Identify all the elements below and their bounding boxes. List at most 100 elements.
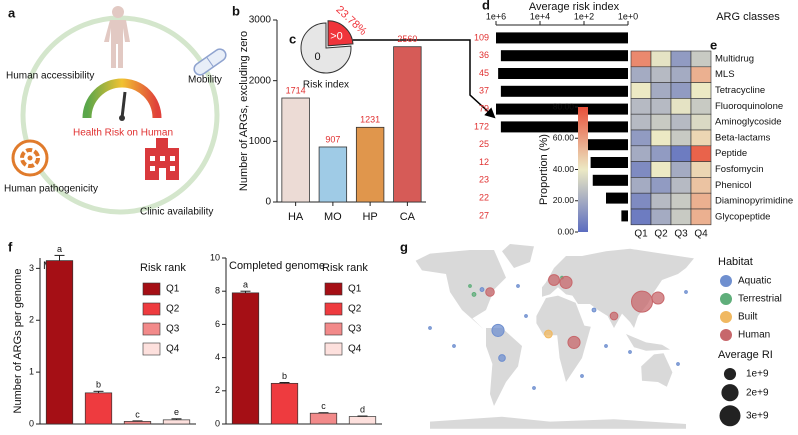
y-tick-label: 0: [215, 418, 220, 428]
bar: [84, 392, 113, 425]
value-label: 907: [325, 134, 340, 144]
heat-cell: [630, 145, 652, 162]
bar: [606, 192, 628, 204]
significance-letter: b: [282, 371, 287, 381]
column-label: Q4: [694, 228, 708, 239]
land: [486, 328, 522, 406]
pie-slice: [300, 22, 352, 74]
heat-cell: [630, 82, 652, 99]
count-label: 36: [479, 50, 489, 60]
row-label: Aminoglycoside: [715, 117, 782, 128]
y-tick-label: 8: [215, 286, 220, 296]
heat-cell: [690, 192, 712, 210]
y-tick-label: 10: [210, 252, 220, 262]
y-tick-label: 3000: [249, 15, 272, 26]
hospital-icon: [145, 138, 179, 180]
x-tick-label: 1e+4: [530, 11, 550, 21]
value-label: 1714: [286, 85, 306, 95]
column-label: Q2: [654, 228, 668, 239]
bar: [496, 103, 628, 115]
legend-swatch: [324, 302, 343, 316]
legend-label: Terrestrial: [738, 294, 782, 305]
significance-letter: c: [135, 409, 140, 419]
heat-cell: [670, 192, 692, 210]
bubble: [428, 326, 432, 330]
heat-cell: [630, 161, 652, 178]
pie-slice: [327, 20, 354, 47]
bar: [498, 68, 628, 79]
count-label: 23: [479, 175, 489, 185]
bar: [500, 121, 628, 133]
y-tick-label: 4: [215, 352, 220, 362]
count-label: 79: [479, 103, 489, 113]
colorbar-tick-label: 80.00: [553, 101, 575, 111]
panel-label: b: [232, 3, 240, 18]
size-legend-label: 1e+9: [746, 369, 769, 380]
heat-cell: [670, 208, 692, 226]
land: [641, 353, 673, 387]
heat-cell: [670, 145, 692, 162]
row-label: Peptide: [715, 148, 747, 159]
colorbar-tick-label: 20.00: [553, 195, 575, 205]
bar: [348, 416, 377, 425]
legend-swatch: [142, 322, 161, 336]
count-label: 172: [474, 121, 489, 131]
panel-label: e: [710, 37, 717, 52]
legend-swatch: [720, 293, 732, 305]
legend-label: Q4: [166, 344, 180, 355]
row-label: Beta-lactams: [715, 132, 771, 143]
x-tick-label: HA: [288, 211, 304, 223]
heat-cell: [650, 129, 672, 147]
size-legend-label: 3e+9: [746, 410, 769, 421]
legend-swatch: [324, 322, 343, 336]
bubble: [631, 290, 653, 313]
legend-label: Q1: [348, 284, 362, 295]
significance-letter: a: [243, 280, 248, 290]
row-label: Tetracycline: [715, 85, 765, 96]
pie-title: Risk index: [303, 80, 349, 91]
heat-cell: [630, 50, 652, 68]
bubble: [491, 323, 505, 337]
count-label: 27: [479, 210, 489, 220]
significance-letter: a: [57, 244, 62, 254]
pie-category: 0: [314, 51, 320, 63]
y-tick-label: 2: [215, 385, 220, 395]
plot-title: Completed genome: [229, 260, 325, 272]
heat-cell: [690, 66, 712, 83]
legend-title: Habitat: [718, 256, 753, 268]
heat-cell: [690, 82, 712, 99]
legend-title: Risk rank: [322, 262, 368, 274]
bar: [590, 157, 628, 168]
heat-cell: [630, 113, 652, 131]
bar: [281, 97, 310, 203]
heat-cell: [650, 82, 672, 99]
value-label: 1231: [360, 115, 380, 125]
heat-cell: [670, 66, 692, 83]
colorbar: [578, 107, 588, 232]
bubble: [567, 335, 581, 349]
heat-cell: [670, 129, 692, 147]
significance-letter: d: [360, 404, 365, 414]
bubble: [684, 290, 688, 294]
panel-label: f: [8, 239, 13, 254]
heat-cell: [630, 208, 652, 226]
bubble: [628, 350, 632, 354]
heat-cell: [690, 113, 712, 131]
legend-swatch: [720, 275, 732, 287]
colorbar-tick-label: 40.00: [553, 164, 575, 174]
panel-label: c: [289, 31, 296, 46]
x-tick-label: MO: [324, 211, 342, 223]
heat-cell: [690, 177, 712, 194]
bar: [393, 46, 422, 203]
legend-label: Built: [738, 312, 758, 323]
significance-letter: c: [321, 401, 326, 411]
heat-cell: [670, 50, 692, 68]
bubble: [604, 344, 608, 348]
panel-label: a: [8, 5, 16, 20]
diagram-label: Clinic availability: [140, 207, 213, 218]
size-legend-bubble: [723, 368, 737, 381]
land: [536, 295, 591, 382]
legend-swatch: [142, 342, 161, 356]
legend-label: Q2: [348, 304, 362, 315]
row-label: Phenicol: [715, 180, 751, 191]
